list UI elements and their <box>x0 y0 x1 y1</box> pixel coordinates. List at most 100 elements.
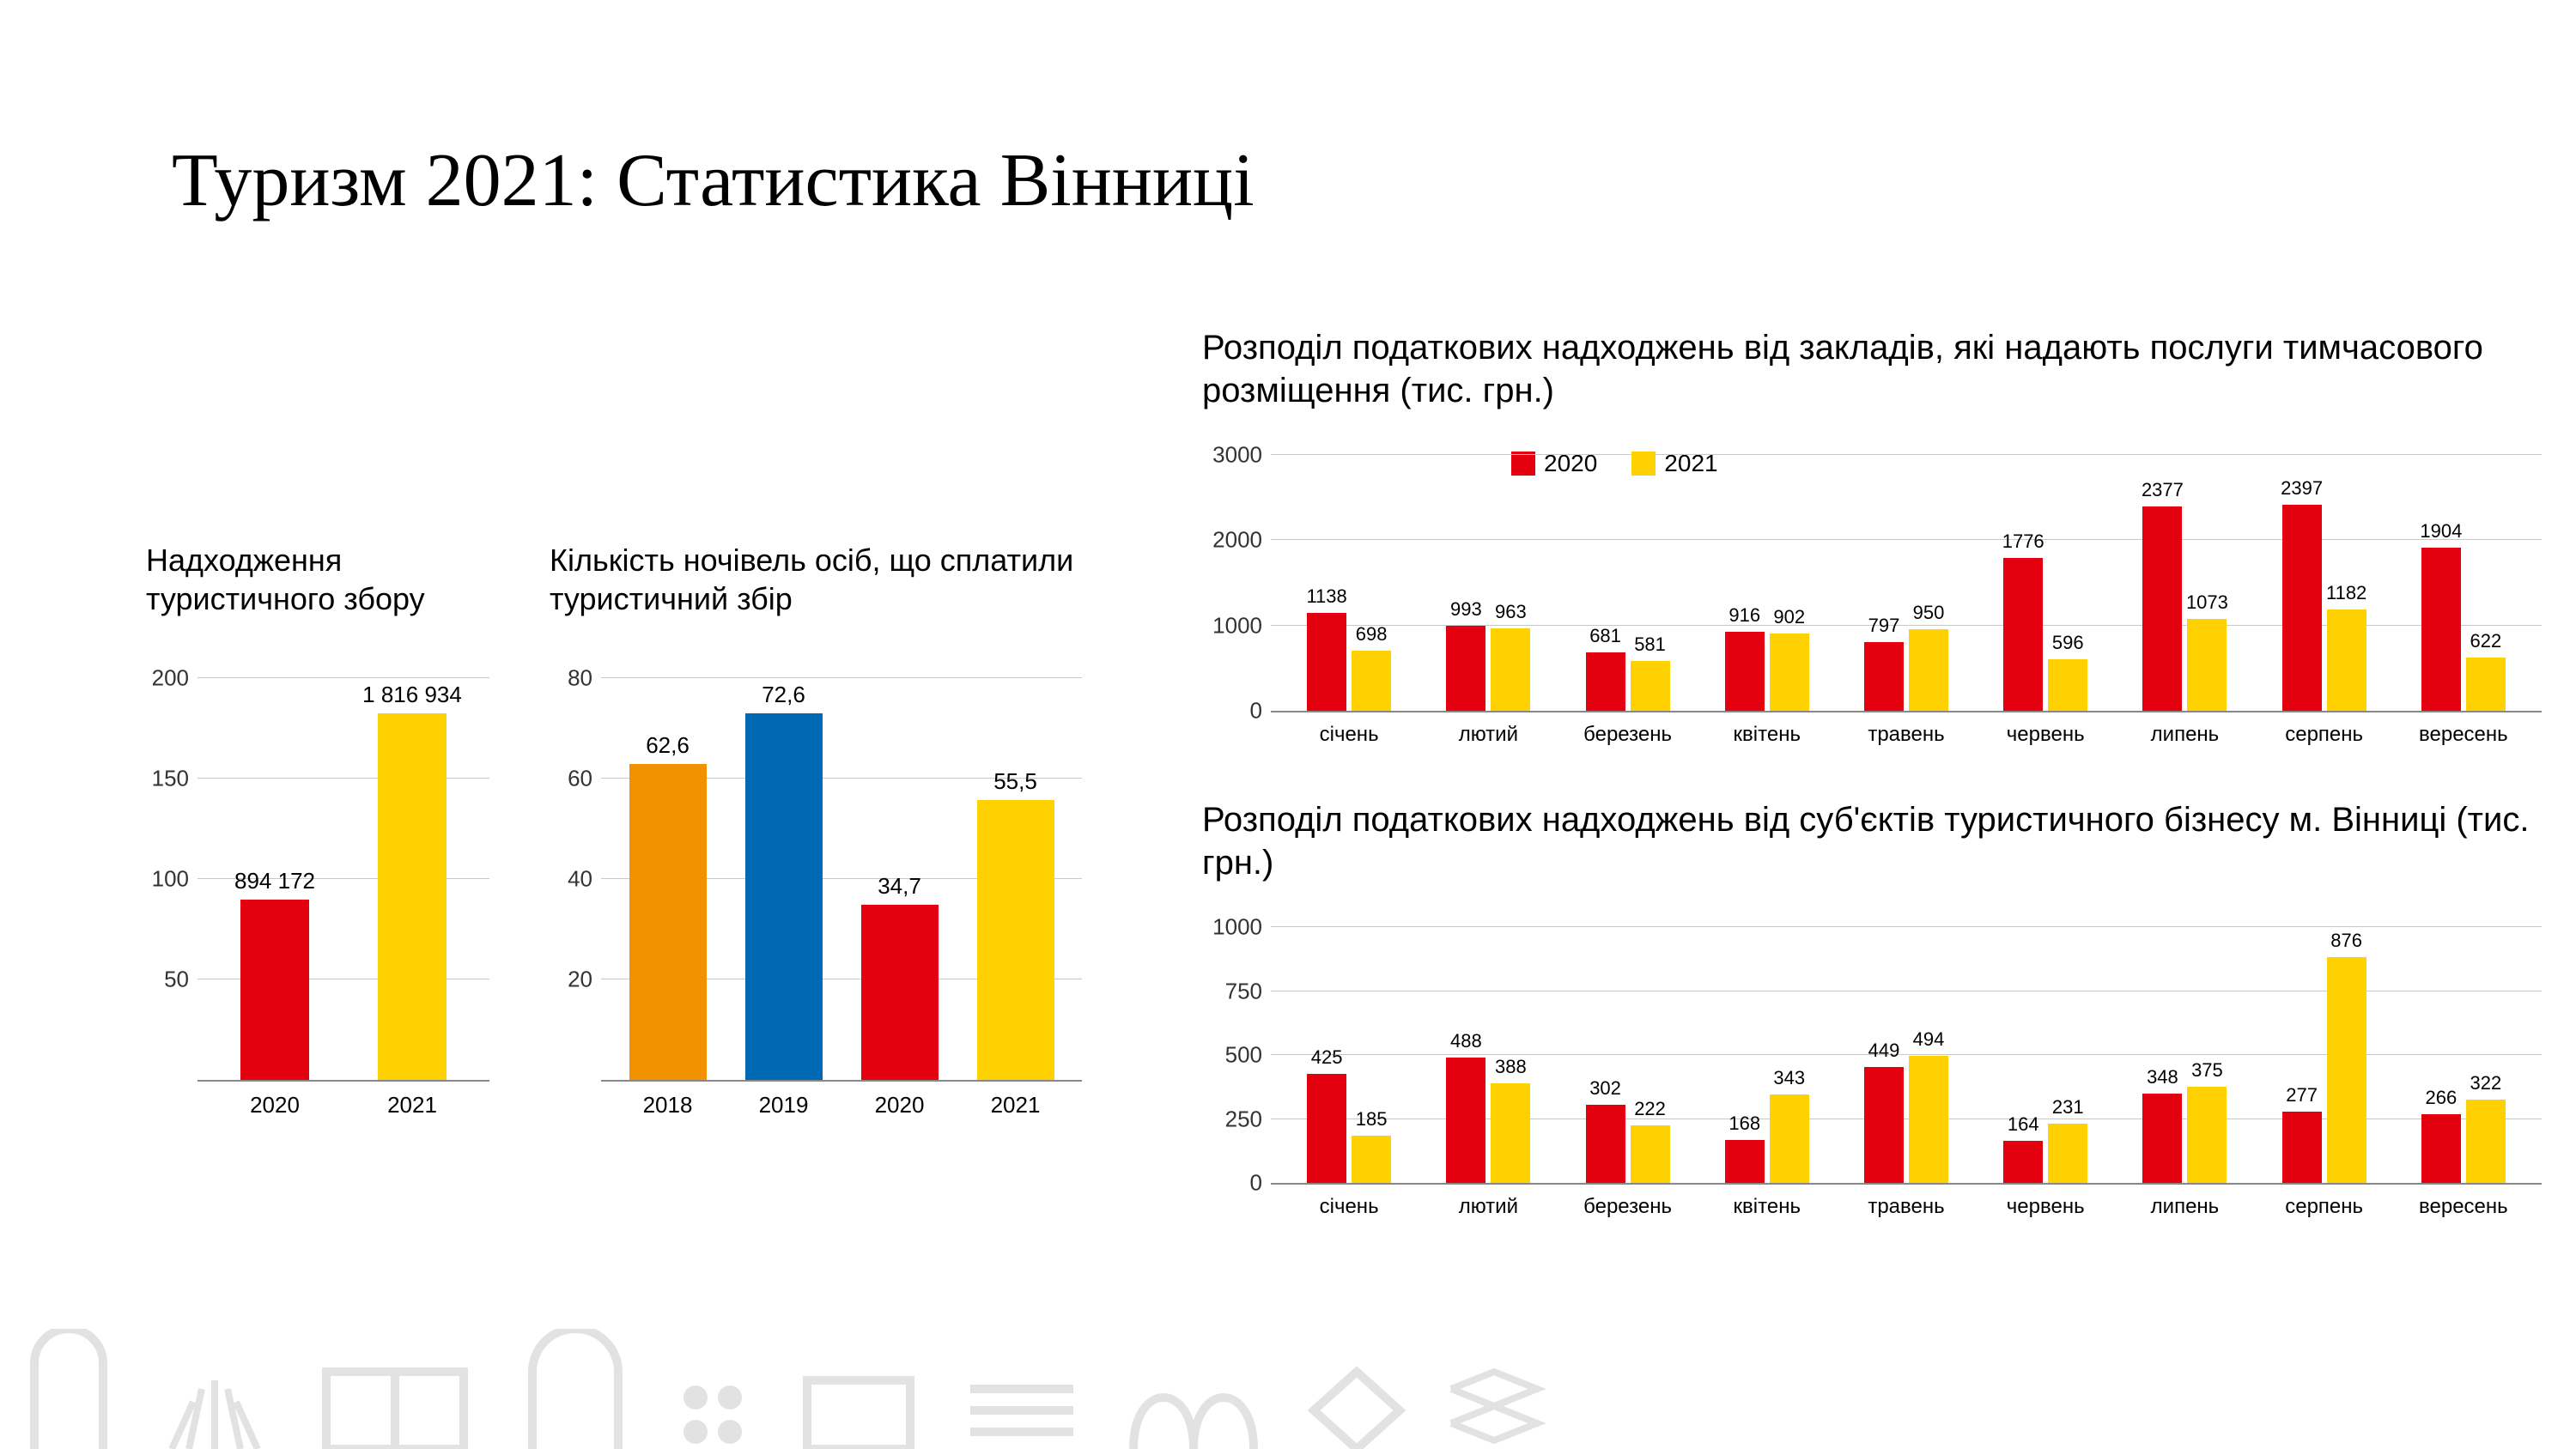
y-tick: 3000 <box>1202 442 1262 469</box>
category-label: червень <box>1976 1195 2115 1219</box>
bar: 902 <box>1770 634 1809 711</box>
bar: 302 <box>1586 1105 1625 1183</box>
bar: 425 <box>1307 1074 1346 1184</box>
bar: 797 <box>1864 642 1904 711</box>
y-tick: 1000 <box>1202 914 1262 941</box>
chart-tax-accommodation: Розподіл податкових надходжень від закла… <box>1202 326 2559 747</box>
bar: 494 <box>1909 1056 1948 1183</box>
bar: 164 <box>2003 1141 2043 1183</box>
bar-value-label: 343 <box>1773 1067 1805 1094</box>
bar: 266 <box>2421 1114 2461 1183</box>
bar: 916 <box>1725 632 1765 711</box>
bar: 622 <box>2466 658 2506 711</box>
bar-value-label: 322 <box>2470 1072 2502 1100</box>
y-tick: 50 <box>146 967 189 993</box>
bar-value-label: 1904 <box>2420 520 2462 548</box>
category-label: вересень <box>2394 1195 2533 1219</box>
chart-title: Кількість ночівель осіб, що сплатили тур… <box>550 541 1099 618</box>
bar: 581 <box>1631 661 1670 711</box>
category-label: серпень <box>2255 723 2394 747</box>
y-tick: 0 <box>1202 1170 1262 1197</box>
bar-value-label: 277 <box>2286 1084 2318 1112</box>
bar-value-label: 1776 <box>2002 530 2044 558</box>
bar-value-label: 222 <box>1634 1098 1666 1125</box>
y-tick: 1000 <box>1202 612 1262 639</box>
bar-value-label: 449 <box>1868 1040 1900 1067</box>
category-label: лютий <box>1419 1195 1558 1219</box>
bar: 185 <box>1352 1136 1391 1184</box>
y-tick: 150 <box>146 766 189 792</box>
bar: 449 <box>1864 1067 1904 1183</box>
category-label: 2020 <box>841 1092 957 1119</box>
bar-value-label: 2397 <box>2281 477 2323 505</box>
bar-value-label: 231 <box>2052 1096 2084 1124</box>
bar-value-label: 902 <box>1773 606 1805 634</box>
bar: 1 816 934 <box>378 713 447 1080</box>
bar: 2377 <box>2142 506 2182 711</box>
bar-value-label: 388 <box>1495 1056 1527 1083</box>
bar: 488 <box>1446 1058 1485 1183</box>
bar-value-label: 348 <box>2147 1066 2178 1094</box>
category-label: липень <box>2115 1195 2254 1219</box>
y-tick: 60 <box>550 766 592 792</box>
bar: 1182 <box>2327 609 2366 711</box>
bar: 168 <box>1725 1140 1765 1183</box>
bar-value-label: 1 816 934 <box>362 682 462 713</box>
y-tick: 100 <box>146 866 189 893</box>
y-tick: 0 <box>1202 698 1262 724</box>
bar-value-label: 698 <box>1356 623 1388 651</box>
bar-value-label: 375 <box>2191 1059 2223 1087</box>
bar-value-label: 681 <box>1589 625 1621 652</box>
bar: 277 <box>2282 1112 2322 1183</box>
y-tick: 750 <box>1202 978 1262 1004</box>
y-tick: 250 <box>1202 1106 1262 1132</box>
y-tick: 2000 <box>1202 527 1262 554</box>
category-label: травень <box>1837 723 1976 747</box>
bar-value-label: 1182 <box>2326 582 2366 609</box>
category-label: червень <box>1976 723 2115 747</box>
bar-value-label: 622 <box>2470 630 2502 658</box>
bar: 1138 <box>1307 613 1346 711</box>
category-label: березень <box>1558 723 1697 747</box>
bar-value-label: 894 172 <box>234 868 315 900</box>
bar: 34,7 <box>861 905 939 1080</box>
bar: 950 <box>1909 629 1948 711</box>
bar-value-label: 876 <box>2330 930 2362 957</box>
chart-tourist-tax-revenue: Надходження туристичного збору 50 100 150 20… <box>146 541 507 1119</box>
decorative-footer <box>0 1329 2576 1449</box>
bar-value-label: 494 <box>1913 1028 1945 1056</box>
bar-value-label: 185 <box>1356 1108 1388 1136</box>
bar-value-label: 950 <box>1913 602 1945 629</box>
category-label: 2020 <box>206 1092 343 1119</box>
bar-value-label: 34,7 <box>878 873 921 905</box>
category-label: 2019 <box>726 1092 841 1119</box>
chart-overnight-stays: Кількість ночівель осіб, що сплатили тур… <box>550 541 1099 1119</box>
bar: 343 <box>1770 1094 1809 1183</box>
bar-value-label: 62,6 <box>646 732 690 764</box>
bar: 698 <box>1352 651 1391 711</box>
bar: 375 <box>2187 1087 2227 1184</box>
bar-value-label: 266 <box>2426 1087 2458 1114</box>
y-tick: 80 <box>550 665 592 692</box>
category-label: 2021 <box>957 1092 1073 1119</box>
page-title: Туризм 2021: Статистика Вінниці <box>172 137 1255 224</box>
y-tick: 500 <box>1202 1042 1262 1069</box>
bar-value-label: 164 <box>2008 1113 2039 1141</box>
category-label: лютий <box>1419 723 1558 747</box>
category-label: вересень <box>2394 723 2533 747</box>
bar-value-label: 302 <box>1589 1077 1621 1105</box>
bar: 993 <box>1446 626 1485 711</box>
chart-tax-tourism-business: Розподіл податкових надходжень від суб'є… <box>1202 798 2559 1219</box>
bar: 348 <box>2142 1094 2182 1183</box>
bar: 222 <box>1631 1125 1670 1183</box>
y-tick: 40 <box>550 866 592 893</box>
category-label: 2018 <box>610 1092 726 1119</box>
chart-title: Надходження туристичного збору <box>146 541 507 618</box>
bar-value-label: 993 <box>1450 598 1482 626</box>
category-label: січень <box>1279 723 1419 747</box>
bar-value-label: 55,5 <box>993 768 1037 800</box>
bar-value-label: 596 <box>2052 632 2084 659</box>
bar-value-label: 1138 <box>1306 585 1346 613</box>
bar: 388 <box>1491 1083 1530 1183</box>
bar-value-label: 2377 <box>2142 479 2184 506</box>
